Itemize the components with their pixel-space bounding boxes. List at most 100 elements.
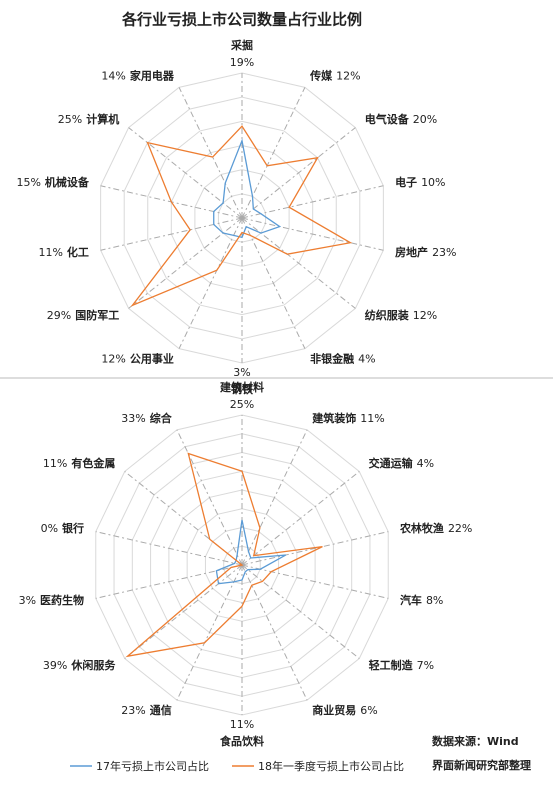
radar-line	[215, 519, 287, 585]
category-label-group: 电气设备 20%	[365, 112, 437, 126]
data-label: 11%	[38, 246, 62, 259]
grid-ring	[194, 169, 290, 267]
data-label: 4%	[358, 352, 375, 365]
spoke	[241, 217, 384, 251]
category-label-group: 3% 医药生物	[19, 593, 84, 607]
grid-ring	[123, 96, 361, 340]
spoke	[241, 471, 360, 566]
category-label: 汽车	[400, 593, 422, 607]
data-label: 23%	[121, 704, 145, 717]
category-label: 通信	[150, 703, 172, 717]
category-label: 公用事业	[130, 351, 174, 365]
data-label: 7%	[417, 659, 434, 672]
category-label: 计算机	[86, 112, 119, 126]
source: 数据来源：Wind	[432, 734, 519, 748]
category-label: 有色金属	[71, 456, 115, 470]
category-label: 非银金融	[310, 351, 354, 365]
data-label: 0%	[41, 522, 58, 535]
category-label: 建筑材料	[220, 380, 264, 394]
legend-label: 17年亏损上市公司占比	[96, 759, 209, 773]
data-label: 3%	[233, 366, 250, 379]
spoke	[176, 429, 243, 566]
category-label-group: 14% 家用电器	[101, 69, 174, 83]
title: 各行业亏损上市公司数量占行业比例	[121, 11, 362, 29]
category-label: 综合	[150, 411, 173, 425]
category-label: 传媒	[309, 69, 333, 83]
data-label: 33%	[121, 412, 145, 425]
category-label-group: 农林牧渔 22%	[399, 521, 472, 535]
category-label: 电气设备	[365, 112, 410, 126]
category-label-group: 非银金融 4%	[310, 351, 375, 365]
category-label-group: 房地产 23%	[395, 245, 456, 259]
category-label-group: 商业贸易 6%	[312, 703, 377, 717]
category-label: 银行	[62, 521, 84, 535]
category-label: 电子	[395, 175, 417, 189]
data-label: 25%	[58, 113, 82, 126]
data-label: 11%	[43, 457, 67, 470]
category-label-group: 轻工制造 7%	[369, 658, 434, 672]
spoke	[124, 564, 243, 659]
category-label: 房地产	[395, 245, 428, 259]
spoke	[178, 87, 243, 219]
spoke	[100, 217, 243, 251]
radar-line	[125, 452, 323, 658]
category-label: 纺织服装	[365, 308, 409, 322]
data-label: 22%	[448, 522, 472, 535]
data-label: 25%	[230, 398, 254, 411]
category-label: 机械设备	[45, 175, 90, 189]
category-label-group: 纺织服装 12%	[365, 308, 437, 322]
data-label: 14%	[101, 70, 125, 83]
data-label: 15%	[16, 176, 40, 189]
category-label: 建筑装饰	[312, 411, 356, 425]
data-label: 11%	[230, 718, 254, 731]
spoke	[241, 564, 308, 701]
category-label-group: 0% 银行	[41, 521, 84, 535]
category-label-group: 29% 国防军工	[47, 308, 119, 322]
category-label: 医药生物	[40, 593, 84, 607]
category-label-group: 11% 化工	[38, 245, 88, 259]
category-label: 化工	[67, 245, 89, 259]
data-label: 23%	[432, 246, 456, 259]
category-label: 家用电器	[130, 69, 175, 83]
data-label: 20%	[413, 113, 437, 126]
category-label: 轻工制造	[369, 658, 414, 672]
category-label-group: 12% 公用事业	[101, 351, 173, 365]
data-label: 4%	[417, 457, 434, 470]
category-label-group: 电子 10%	[395, 175, 445, 189]
category-label-group: 15% 机械设备	[16, 175, 89, 189]
category-label: 农林牧渔	[399, 521, 444, 535]
data-label: 19%	[230, 56, 254, 69]
grid-ring	[147, 120, 337, 316]
category-label-group: 11% 有色金属	[43, 456, 115, 470]
spoke	[176, 564, 243, 701]
legend-label: 18年一季度亏损上市公司占比	[258, 759, 404, 773]
category-label-group: 23% 通信	[121, 703, 171, 717]
data-label: 12%	[336, 70, 360, 83]
category-label-group: 33% 综合	[121, 411, 172, 425]
data-label: 11%	[360, 412, 384, 425]
spoke	[241, 429, 308, 566]
category-label: 采掘	[230, 38, 253, 52]
data-label: 12%	[101, 352, 125, 365]
data-label: 6%	[360, 704, 377, 717]
category-label-group: 39% 休闲服务	[43, 658, 116, 672]
category-label-group: 交通运输 4%	[369, 456, 434, 470]
data-label: 39%	[43, 659, 67, 672]
category-label: 商业贸易	[312, 703, 356, 717]
category-label: 休闲服务	[70, 658, 116, 672]
category-label-group: 25% 计算机	[58, 112, 119, 126]
spoke	[241, 531, 389, 566]
category-label-group: 传媒 12%	[309, 69, 360, 83]
spoke	[241, 564, 389, 599]
data-label: 8%	[426, 594, 443, 607]
category-label: 钢铁	[231, 382, 253, 396]
data-label: 12%	[413, 309, 437, 322]
data-label: 29%	[47, 309, 71, 322]
category-label-group: 建筑装饰 11%	[312, 411, 384, 425]
category-label-group: 汽车 8%	[400, 593, 443, 607]
spoke	[241, 185, 384, 219]
category-label: 食品饮料	[220, 734, 264, 748]
radar-line	[213, 138, 282, 239]
